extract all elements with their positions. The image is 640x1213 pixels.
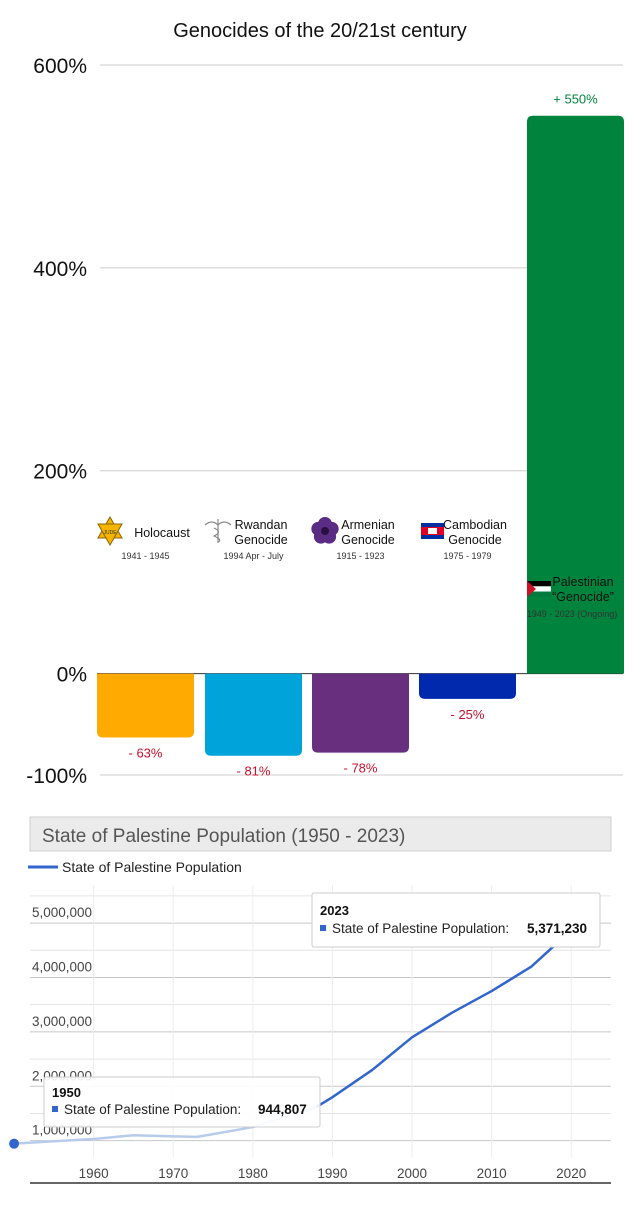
tooltip-series: State of Palestine Population: <box>332 921 509 936</box>
category-label: “Genocide” <box>552 590 614 604</box>
value-label: - 25% <box>451 707 485 722</box>
caduceus-icon <box>204 519 232 543</box>
caduceus-snake <box>212 527 221 543</box>
category-label: Palestinian <box>552 575 613 589</box>
category-label: Holocaust <box>134 526 190 540</box>
date-range-label: 1949 - 2023 (Ongoing) <box>527 609 618 619</box>
tooltip-box <box>311 892 601 948</box>
y-tick-label: 5,000,000 <box>32 905 92 920</box>
tooltip-value: 944,807 <box>258 1102 307 1117</box>
flag-stripe <box>527 591 551 597</box>
x-tick-label: 1970 <box>158 1166 188 1181</box>
palestine-flag-icon <box>527 581 551 597</box>
tooltip-swatch <box>52 1106 58 1112</box>
x-tick-label: 2010 <box>477 1166 507 1181</box>
y-tick-label: 0% <box>57 664 87 687</box>
y-axis: 1,000,0002,000,0003,000,0004,000,0005,00… <box>32 905 92 1138</box>
y-tick-label: 4,000,000 <box>32 959 92 974</box>
flower-center <box>321 527 329 535</box>
x-tick-label: 1960 <box>79 1166 109 1181</box>
x-tick-label: 1990 <box>317 1166 347 1181</box>
flag-stripe <box>527 581 551 587</box>
bar-cambodian-genocide <box>419 673 516 699</box>
x-tick-label: 1980 <box>238 1166 268 1181</box>
date-range-label: 1941 - 1945 <box>121 551 169 561</box>
star-lettering: JUDE <box>103 530 117 536</box>
category-label: Rwandan <box>235 518 288 532</box>
y-tick-label: 3,000,000 <box>32 1014 92 1029</box>
tooltip-1950: 1950 State of Palestine Population: 944,80… <box>43 1076 321 1128</box>
y-tick-label: 600% <box>33 55 87 78</box>
chart-title-box <box>29 816 612 852</box>
category-label: Cambodian <box>443 518 507 532</box>
chart-title: Genocides of the 20/21st century <box>173 20 467 42</box>
category-label: Armenian <box>341 518 395 532</box>
tooltip-value: 5,371,230 <box>527 921 587 936</box>
bar-palestinian-genocide <box>527 115 624 674</box>
star-of-david-icon: JUDE <box>97 515 123 547</box>
cambodia-flag-icon <box>421 523 444 539</box>
tooltip-swatch <box>320 925 326 931</box>
data-point-1950 <box>9 1138 20 1149</box>
caduceus-wings <box>204 521 232 526</box>
y-axis: 600% 400% 200% 0% -100% <box>26 55 87 788</box>
y-tick-label: 200% <box>33 461 87 484</box>
y-tick-label: -100% <box>26 765 87 788</box>
tooltip-series: State of Palestine Population: <box>64 1102 241 1117</box>
bar-labels: - 63% Holocaust 1941 - 1945 JUDE - 81% Rwanda… <box>97 92 618 779</box>
genocide-bar-chart: Genocides of the 20/21st century 600% 400… <box>26 20 624 788</box>
bars <box>97 115 624 756</box>
tooltip-year: 1950 <box>52 1085 81 1100</box>
bar-rwandan-genocide <box>205 673 302 756</box>
tooltip-2023: 2023 State of Palestine Population: 5,371,… <box>311 892 601 948</box>
bar-holocaust <box>97 673 194 738</box>
date-range-label: 1994 Apr - July <box>223 551 284 561</box>
flag-stripe <box>527 586 551 592</box>
value-label: - 81% <box>237 764 271 779</box>
value-label: - 78% <box>344 761 378 776</box>
date-range-label: 1975 - 1979 <box>443 551 491 561</box>
tooltip-year: 2023 <box>320 903 349 918</box>
category-label: Genocide <box>448 533 502 547</box>
forget-me-not-icon <box>311 517 339 544</box>
x-axis: 1960 1970 1980 1990 2000 2010 2020 <box>30 1166 611 1184</box>
x-tick-label: 2020 <box>556 1166 586 1181</box>
star-triangle <box>97 523 123 547</box>
population-line-chart: State of Palestine Population (1950 - 20… <box>9 816 612 1184</box>
tooltip-box <box>43 1076 321 1128</box>
legend-label: State of Palestine Population <box>62 859 242 875</box>
tooltips: 2023 State of Palestine Population: 5,371,… <box>43 892 601 1128</box>
category-label: Genocide <box>234 533 288 547</box>
chart-title: State of Palestine Population (1950 - 20… <box>42 826 405 847</box>
category-label: Genocide <box>341 533 395 547</box>
y-tick-label: 400% <box>33 258 87 281</box>
value-label: - 63% <box>129 745 163 760</box>
flag-temple <box>428 528 437 534</box>
value-label: + 550% <box>553 92 598 107</box>
bar-armenian-genocide <box>312 673 409 753</box>
flag-triangle <box>527 581 536 597</box>
x-tick-label: 2000 <box>397 1166 427 1181</box>
date-range-label: 1915 - 1923 <box>336 551 384 561</box>
